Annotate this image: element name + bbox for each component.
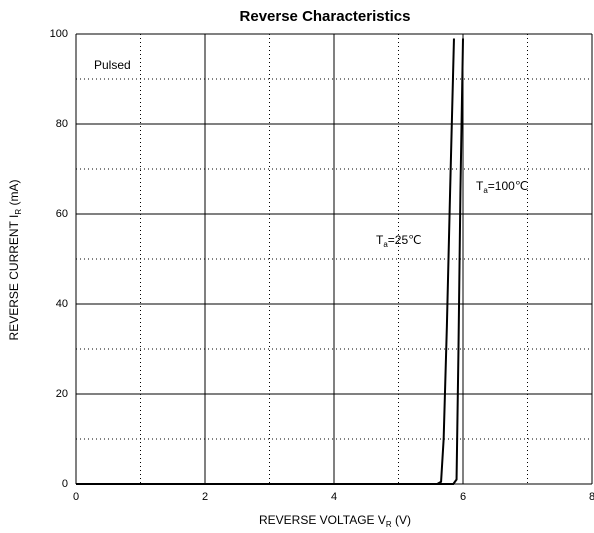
y-tick-label: 80	[56, 118, 68, 130]
curve-label: Ta=25℃	[376, 233, 422, 249]
y-tick-label: 0	[62, 478, 68, 490]
x-tick-label: 6	[460, 491, 466, 503]
label-sub: a	[483, 186, 488, 195]
y-axis-label: REVERSE CURRENT IR (mA)	[7, 180, 23, 341]
x-tick-label: 0	[73, 491, 79, 503]
x-tick-label: 2	[202, 491, 208, 503]
label-part: (V)	[392, 513, 411, 527]
x-axis-label: REVERSE VOLTAGE VR (V)	[259, 513, 411, 529]
y-tick-label: 60	[56, 208, 68, 220]
label-part: (mA)	[7, 180, 21, 209]
label-sub: a	[383, 240, 388, 249]
label-part: REVERSE VOLTAGE V	[259, 513, 386, 527]
label-part: =25℃	[388, 233, 422, 247]
curve	[76, 38, 455, 485]
label-sub: R	[14, 209, 23, 215]
x-tick-label: 8	[589, 491, 594, 503]
label-part: REVERSE CURRENT I	[7, 215, 21, 341]
y-tick-label: 40	[56, 298, 68, 310]
y-tick-label: 20	[56, 388, 68, 400]
annotation: Pulsed	[94, 58, 131, 72]
curve	[76, 38, 464, 485]
y-tick-label: 100	[50, 28, 68, 40]
x-tick-label: 4	[331, 491, 337, 503]
chart-title: Reverse Characteristics	[240, 8, 411, 25]
label-part: T	[376, 233, 384, 247]
curve-label: Ta=100℃	[476, 179, 528, 195]
label-part: T	[476, 179, 484, 193]
label-part: =100℃	[488, 179, 529, 193]
label-sub: R	[386, 520, 392, 529]
